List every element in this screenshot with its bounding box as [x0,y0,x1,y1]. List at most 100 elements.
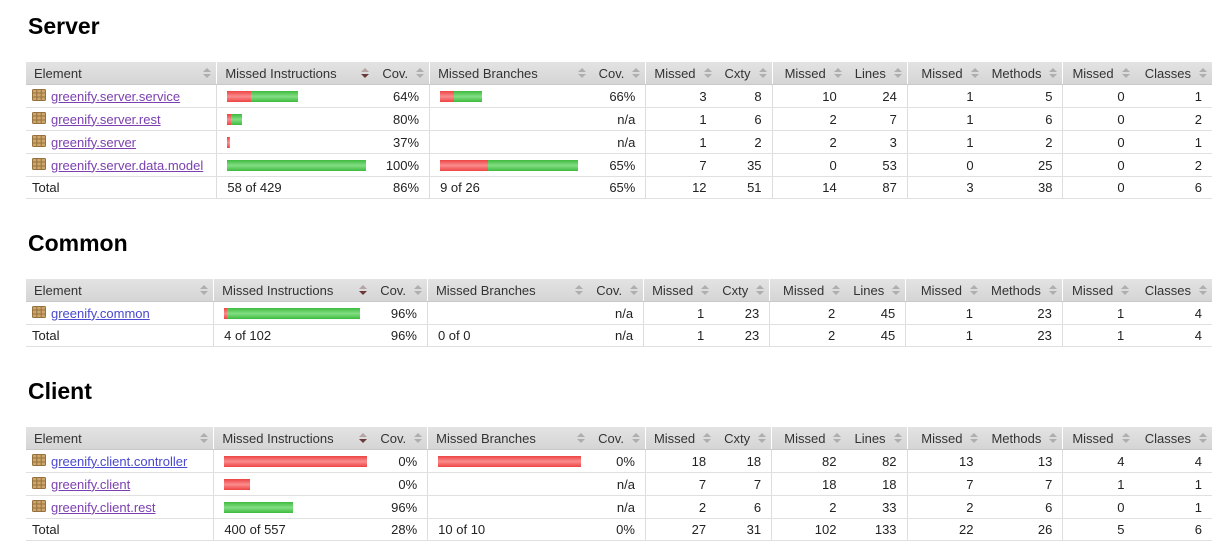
col-header-element-0[interactable]: Element [26,279,214,303]
sort-icon [893,433,902,444]
missed-methods-cell: 7 [906,472,984,497]
column-label: Cxty [722,282,749,298]
col-header-cov--2[interactable]: Cov. [372,279,428,303]
table-row: greenify.server 37% n/a 1 2 2 3 1 2 0 1 [26,130,1212,155]
total-row: Total 400 of 557 28% 10 of 10 0% 27 31 102 133 22… [26,518,1212,542]
column-label: Cov. [380,282,406,298]
package-link[interactable]: greenify.server.data.model [51,157,204,173]
col-header-missed-5[interactable]: Missed [645,62,717,86]
col-header-lines-8[interactable]: Lines [846,62,908,86]
bar-covered-segment [251,90,299,102]
missed-lines-cell: 0 [771,153,847,178]
package-link[interactable]: greenify.client.rest [51,499,156,515]
col-header-missed-9[interactable]: Missed [906,62,984,86]
classes-cell: 1 [1134,84,1212,109]
cxty-cell: 7 [716,472,772,497]
element-content: greenify.client [32,473,213,495]
element-cell: greenify.server.service [26,84,217,109]
missed-cxty-cell: 7 [645,153,717,178]
missed-methods-cell: 22 [906,518,984,542]
col-header-lines-8[interactable]: Lines [845,279,906,303]
header-content: Missed [645,279,715,301]
package-link[interactable]: greenify.server.rest [51,111,161,127]
col-header-methods-10[interactable]: Methods [983,279,1063,303]
lines-cell: 53 [846,153,908,178]
header-content: Missed [773,427,847,449]
col-header-cxty-6[interactable]: Cxty [714,279,770,303]
total-instructions-coverage-cell: 28% [372,518,428,542]
branches-coverage-cell: 66% [590,84,646,109]
lines-cell: 87 [846,176,908,200]
bar-missed-segment [440,159,489,171]
col-header-classes-12[interactable]: Classes [1134,62,1212,86]
lines-cell: 3 [846,130,908,155]
bar-missed-segment [438,455,582,467]
col-header-cov--4[interactable]: Cov. [588,279,644,303]
header-content: Cov. [590,427,645,449]
column-label: Missed [783,282,825,298]
branches-coverage-cell: n/a [590,472,646,497]
total-branches-coverage-cell: 0% [590,518,646,542]
package-link[interactable]: greenify.server.service [51,88,181,104]
total-row: Total 4 of 102 96% 0 of 0 n/a 1 23 2 45 1 23 1 4 [26,324,1212,348]
col-header-methods-10[interactable]: Methods [983,427,1063,451]
classes-cell: 4 [1134,449,1212,474]
col-header-cov--2[interactable]: Cov. [374,62,430,86]
col-header-cov--2[interactable]: Cov. [372,427,428,451]
package-link[interactable]: greenify.server [51,134,137,150]
col-header-missed-7[interactable]: Missed [771,62,847,86]
total-branches-cell: 9 of 26 [429,176,591,200]
col-header-element-0[interactable]: Element [26,62,217,86]
col-header-missed-9[interactable]: Missed [906,427,984,451]
package-link[interactable]: greenify.common [51,305,150,321]
col-header-classes-12[interactable]: Classes [1134,279,1212,303]
col-header-missed-11[interactable]: Missed [1062,62,1135,86]
header-content: Classes [1135,62,1212,84]
col-header-missed-7[interactable]: Missed [769,279,846,303]
col-header-methods-10[interactable]: Methods [983,62,1063,86]
column-label: Cxty [724,430,751,446]
header-content: Element [26,279,213,301]
element-content: greenify.server.service [32,85,216,107]
column-label: Missed Branches [438,65,538,81]
col-header-missed-branches-3[interactable]: Missed Branches [427,427,591,451]
coverage-bar [440,159,591,171]
cxty-cell: 6 [716,495,772,520]
col-header-missed-5[interactable]: Missed [644,427,717,451]
column-label: Missed Branches [436,430,536,446]
col-header-classes-12[interactable]: Classes [1134,427,1212,451]
col-header-missed-7[interactable]: Missed [771,427,847,451]
missed-classes-cell: 1 [1061,301,1135,326]
missed-methods-cell: 13 [906,449,984,474]
header-content: Cov. [374,62,429,84]
branches-coverage-cell: 65% [590,153,646,178]
col-header-cov--4[interactable]: Cov. [590,427,646,451]
col-header-missed-branches-3[interactable]: Missed Branches [429,62,591,86]
missed-cxty-cell: 1 [643,324,715,348]
col-header-missed-branches-3[interactable]: Missed Branches [426,279,589,303]
col-header-cov--4[interactable]: Cov. [590,62,646,86]
col-header-missed-9[interactable]: Missed [905,279,983,303]
missed-lines-cell: 102 [771,518,847,542]
col-header-cxty-6[interactable]: Cxty [716,427,772,451]
header-content: Methods [984,62,1063,84]
col-header-missed-instructions-1[interactable]: Missed Instructions [216,62,375,86]
col-header-missed-11[interactable]: Missed [1062,427,1135,451]
col-header-lines-8[interactable]: Lines [846,427,908,451]
element-cell: greenify.common [26,301,214,326]
missed-cxty-cell: 1 [643,301,715,326]
missed-branches-bar-cell [429,153,591,178]
col-header-missed-5[interactable]: Missed [643,279,715,303]
col-header-missed-11[interactable]: Missed [1061,279,1135,303]
package-link[interactable]: greenify.client.controller [51,453,188,469]
col-header-cxty-6[interactable]: Cxty [716,62,773,86]
column-label: Missed [784,65,826,81]
instructions-coverage-cell: 80% [374,107,430,132]
package-link[interactable]: greenify.client [51,476,131,492]
sort-icon [630,285,639,296]
col-header-element-0[interactable]: Element [26,427,214,451]
section-client: Client Element Missed Instructions Cov. Miss… [26,379,1212,542]
header-content: Lines [847,62,907,84]
col-header-missed-instructions-1[interactable]: Missed Instructions [213,427,373,451]
col-header-missed-instructions-1[interactable]: Missed Instructions [213,279,373,303]
